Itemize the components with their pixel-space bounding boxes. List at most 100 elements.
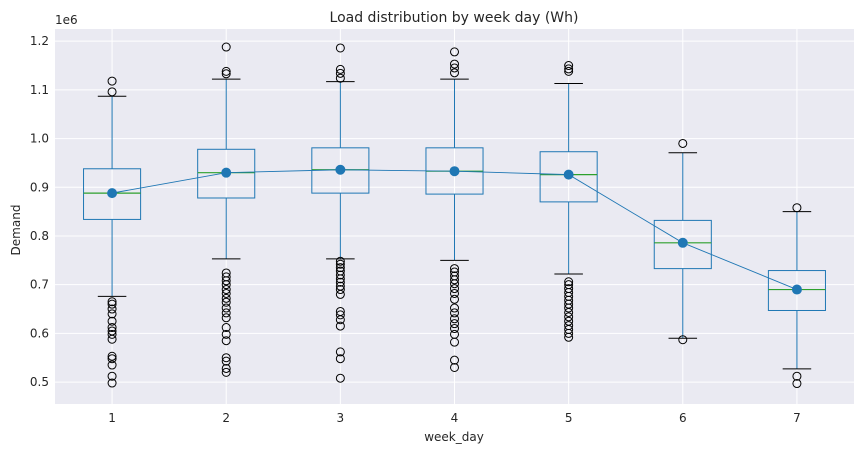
flier-point [221,356,231,366]
box-day-2 [197,42,256,377]
flier-point [450,264,459,274]
flier-point [450,47,459,57]
flier-point [221,313,231,323]
flier-point [450,308,459,318]
x-tick-label: 6 [679,411,687,425]
flier-point [221,363,231,373]
tick-labels: 0.5 0.6 0.7 0.8 0.9 1.0 1.1 1.2 1 2 3 4 5 6 7 [30,34,801,425]
flier-point [792,203,802,213]
iqr-box [83,168,142,220]
mean-point [107,188,118,199]
flier-point [564,303,574,313]
flier-point [678,138,688,148]
flier-point [564,277,574,287]
flier-point [335,274,345,284]
flier-point [335,315,345,325]
x-tick-label: 2 [222,411,230,425]
flier-point [450,324,459,334]
flier-point [450,59,459,69]
x-tick-label: 7 [793,411,801,425]
flier-point [450,279,459,289]
flier-point [221,280,231,290]
flier-point [221,288,231,298]
flier-point [107,323,117,333]
mean-point [563,169,574,180]
flier-point [450,275,459,285]
flier-point [564,332,574,342]
flier-point [221,66,231,76]
x-tick-label: 5 [565,411,573,425]
y-offset-label: 1e6 [55,13,78,27]
mean-point [791,284,802,295]
mean-point [449,166,460,177]
x-axis-label: week_day [424,430,484,444]
iqr-box [767,270,826,311]
y-tick-label: 0.7 [30,278,49,292]
box-day-1 [83,76,142,388]
flier-point [107,354,117,364]
flier-point [335,310,345,320]
mean-point [221,167,232,178]
iqr-box [197,148,256,199]
flier-point [221,353,231,363]
y-tick-label: 0.6 [30,326,49,340]
flier-point [792,371,802,381]
flier-point [107,304,117,314]
flier-point [450,294,459,304]
flier-point [107,316,117,326]
flier-point [335,259,345,269]
flier-point [335,347,345,357]
flier-point [564,307,574,317]
flier-point [107,297,117,307]
flier-point [450,362,459,372]
flier-point [107,334,117,344]
flier-point [335,263,345,273]
flier-point [335,373,345,383]
flier-point [107,378,117,388]
flier-point [564,64,574,74]
x-tick-label: 1 [108,411,116,425]
flier-point [107,351,117,361]
mean-series [107,164,802,295]
flier-point [221,285,231,295]
flier-point [678,335,688,345]
flier-point [107,309,117,319]
flier-point [221,293,231,303]
boxes [83,42,826,389]
y-tick-label: 1.1 [30,83,49,97]
chart-title: Load distribution by week day (Wh) [330,10,579,26]
flier-point [335,256,345,266]
flier-point [221,69,231,79]
flier-point [450,319,459,329]
flier-point [335,285,345,295]
flier-point [221,42,231,52]
flier-point [450,288,459,298]
flier-point [450,68,459,78]
y-tick-label: 1.2 [30,34,49,48]
flier-point [335,73,345,83]
flier-point [221,336,231,346]
iqr-box [653,219,712,270]
flier-point [335,289,345,299]
flier-point [221,297,231,307]
y-axis-label: Demand [9,205,23,256]
y-tick-label: 1.0 [30,132,49,146]
iqr-box [539,151,598,203]
flier-point [564,328,574,338]
flier-point [221,303,231,313]
box-day-4 [425,47,484,372]
flier-point [107,329,117,339]
flier-point [221,308,231,318]
flier-point [107,76,117,86]
flier-point [564,66,574,76]
flier-point [335,43,345,53]
mean-point [677,237,688,248]
x-tick-label: 3 [337,411,345,425]
flier-point [221,367,231,377]
mean-point [335,164,346,175]
flier-point [450,303,459,313]
box-day-7 [767,203,826,389]
flier-point [107,360,117,370]
flier-point [335,270,345,280]
flier-point [221,323,231,333]
